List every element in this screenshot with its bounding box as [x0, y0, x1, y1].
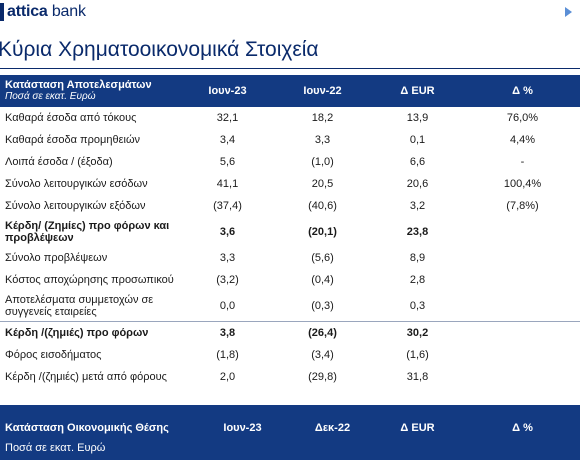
cell-value [465, 291, 580, 322]
next-arrow-icon[interactable] [565, 7, 572, 17]
logo-brand: attica [7, 3, 48, 20]
column-header: Δ EUR [370, 75, 465, 107]
column-header: Ιουν-23 [223, 422, 262, 434]
row-label: Σύνολο προβλέψεων [5, 252, 108, 264]
title-divider [0, 68, 580, 69]
cell-value: 6,6 [409, 156, 426, 168]
table-row: Φόρος εισοδήματος (1,8) (3,4) (1,6) [0, 344, 580, 366]
income-statement-table: Κατάσταση Αποτελεσμάτων Ποσά σε εκατ. Ευ… [0, 75, 580, 388]
table-row: Κόστος αποχώρησης προσωπικού (3,2) (0,4)… [0, 269, 580, 291]
cell-value: 41,1 [216, 178, 239, 190]
income-statement-title: Κατάσταση Αποτελεσμάτων [5, 79, 152, 91]
cell-value: 3,8 [180, 321, 275, 344]
attica-bank-logo: attica bank [0, 3, 86, 21]
balance-sheet-subtitle: Ποσά σε εκατ. Ευρώ [5, 442, 106, 454]
column-header: Δεκ-22 [314, 422, 351, 434]
cell-value: (1,0) [311, 156, 334, 168]
logo-text: attica bank [7, 3, 86, 21]
column-header: Ιουν-22 [275, 75, 370, 107]
row-label: Κέρδη /(ζημιές) προ φόρων [0, 321, 180, 344]
cell-value: 76,0% [506, 112, 539, 124]
cell-value: 3,6 [219, 226, 236, 238]
cell-value: (5,6) [311, 252, 334, 264]
cell-value: 23,8 [406, 226, 429, 238]
cell-value: 31,8 [406, 371, 429, 383]
cell-value: 0,0 [219, 300, 236, 312]
table-row-subtotal: Κέρδη/ (Ζημίες) προ φόρων και προβλέψεων… [0, 217, 580, 247]
cell-value: 2,0 [219, 371, 236, 383]
logo-mark [0, 3, 4, 21]
table-row-subtotal: Κέρδη /(ζημιές) προ φόρων 3,8 (26,4) 30,… [0, 321, 580, 344]
cell-value: 20,6 [406, 178, 429, 190]
cell-value: (3,2) [216, 274, 239, 286]
cell-value: 3,3 [219, 252, 236, 264]
cell-value: (40,6) [308, 200, 337, 212]
balance-sheet-title: Κατάσταση Οικονομικής Θέσης [5, 422, 169, 434]
column-header: Δ % [512, 422, 533, 434]
table-row: Σύνολο λειτουργικών εξόδων (37,4) (40,6)… [0, 195, 580, 217]
income-statement-subtitle: Ποσά σε εκατ. Ευρώ [5, 91, 96, 102]
row-label: Σύνολο λειτουργικών εσόδων [5, 178, 148, 190]
cell-value: (0,4) [311, 274, 334, 286]
cell-value: 5,6 [219, 156, 236, 168]
cell-value: (7,8%) [506, 200, 539, 212]
row-label: Φόρος εισοδήματος [5, 349, 102, 361]
row-label: Αποτελέσματα συμμετοχών σε συγγενείς ετα… [5, 294, 154, 318]
cell-value: (1,6) [406, 349, 429, 361]
cell-value: 30,2 [370, 321, 465, 344]
table-row: Καθαρά έσοδα από τόκους 32,1 18,2 13,9 7… [0, 107, 580, 129]
cell-value: (37,4) [213, 200, 242, 212]
row-label: Κέρδη/ (Ζημίες) προ φόρων και προβλέψεων [5, 220, 170, 244]
cell-value: 32,1 [216, 112, 239, 124]
cell-value: 3,2 [409, 200, 426, 212]
row-label: Κέρδη /(ζημιές) μετά από φόρους [5, 371, 167, 383]
cell-value: (1,8) [216, 349, 239, 361]
column-header: Δ EUR [400, 422, 435, 434]
cell-value: 0,1 [409, 134, 426, 146]
column-header: Ιουν-23 [180, 75, 275, 107]
cell-value: 100,4% [503, 178, 542, 190]
cell-value: (29,8) [308, 371, 337, 383]
cell-value [465, 269, 580, 291]
table-row: Σύνολο προβλέψεων 3,3 (5,6) 8,9 [0, 247, 580, 269]
table-row: Αποτελέσματα συμμετοχών σε συγγενείς ετα… [0, 291, 580, 322]
income-statement-header: Κατάσταση Αποτελεσμάτων Ποσά σε εκατ. Ευ… [0, 75, 580, 107]
cell-value: 2,8 [409, 274, 426, 286]
cell-value: 20,5 [311, 178, 334, 190]
cell-value [465, 321, 580, 344]
cell-value: (0,3) [311, 300, 334, 312]
cell-value: (20,1) [308, 226, 337, 238]
page-title: Κύρια Χρηματοοικονομικά Στοιχεία [0, 38, 319, 61]
cell-value [465, 217, 580, 247]
cell-value [465, 344, 580, 366]
logo-suffix: bank [51, 3, 86, 20]
cell-value: 8,9 [409, 252, 426, 264]
cell-value: 13,9 [406, 112, 429, 124]
cell-value [465, 366, 580, 388]
income-statement-title-cell: Κατάσταση Αποτελεσμάτων Ποσά σε εκατ. Ευ… [0, 75, 180, 107]
table-row: Καθαρά έσοδα προμηθειών 3,4 3,3 0,1 4,4% [0, 129, 580, 151]
top-bar: attica bank [0, 0, 580, 28]
row-label: Καθαρά έσοδα από τόκους [5, 112, 137, 124]
cell-value: (26,4) [275, 321, 370, 344]
cell-value: 3,4 [219, 134, 236, 146]
table-row: Σύνολο λειτουργικών εσόδων 41,1 20,5 20,… [0, 173, 580, 195]
row-label: Κόστος αποχώρησης προσωπικού [5, 274, 174, 286]
table-row: Κέρδη /(ζημιές) μετά από φόρους 2,0 (29,… [0, 366, 580, 388]
cell-value [465, 247, 580, 269]
cell-value: 4,4% [509, 134, 536, 146]
cell-value: 0,3 [409, 300, 426, 312]
row-label: Λοιπά έσοδα / (έξοδα) [5, 156, 113, 168]
row-label: Σύνολο λειτουργικών εξόδων [5, 200, 146, 212]
cell-value: - [520, 156, 525, 168]
row-label: Καθαρά έσοδα προμηθειών [5, 134, 141, 146]
cell-value: (3,4) [311, 349, 334, 361]
cell-value: 18,2 [311, 112, 334, 124]
balance-sheet-header: Κατάσταση Οικονομικής Θέσης Ποσά σε εκατ… [0, 405, 580, 460]
cell-value: 3,3 [314, 134, 331, 146]
table-row: Λοιπά έσοδα / (έξοδα) 5,6 (1,0) 6,6 - [0, 151, 580, 173]
column-header: Δ % [465, 75, 580, 107]
